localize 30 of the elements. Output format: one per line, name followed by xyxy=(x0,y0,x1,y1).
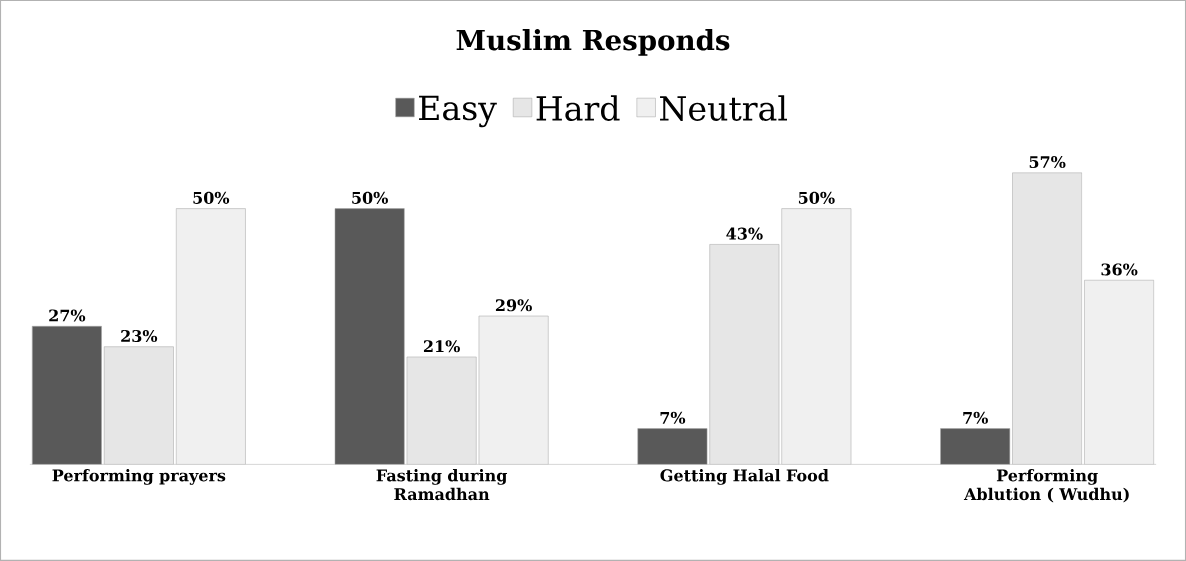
bar xyxy=(175,208,246,465)
legend-label: Neutral xyxy=(660,95,787,121)
data-label: 50% xyxy=(798,191,835,204)
legend-label: Hard xyxy=(536,95,620,121)
x-tick-label: Getting Halal Food xyxy=(660,469,829,485)
data-label: 50% xyxy=(352,191,388,204)
data-label: 23% xyxy=(121,329,158,343)
bar xyxy=(334,208,405,465)
data-label: 50% xyxy=(193,191,230,204)
bar xyxy=(637,428,708,465)
data-label: 21% xyxy=(423,340,460,353)
bar xyxy=(709,244,780,465)
data-label: 57% xyxy=(1029,156,1066,169)
bar xyxy=(31,326,102,465)
data-label: 29% xyxy=(495,299,532,312)
data-label: 36% xyxy=(1101,263,1138,276)
bar xyxy=(940,428,1011,465)
data-label: 43% xyxy=(726,227,763,240)
bar xyxy=(1084,280,1155,465)
bar xyxy=(103,346,174,465)
bar xyxy=(1012,172,1083,465)
data-label: 7% xyxy=(963,411,988,424)
legend-label: Easy xyxy=(419,95,497,128)
data-label: 7% xyxy=(660,411,686,424)
x-tick-label: Performing prayers xyxy=(52,469,226,485)
data-label: 27% xyxy=(49,309,86,322)
bar xyxy=(406,356,477,465)
chart-title: Muslim Responds xyxy=(456,29,730,56)
x-tick-label: Performing Ablution ( Wudhu) xyxy=(963,469,1129,503)
x-tick-label: Fasting during Ramadhan xyxy=(376,469,508,501)
